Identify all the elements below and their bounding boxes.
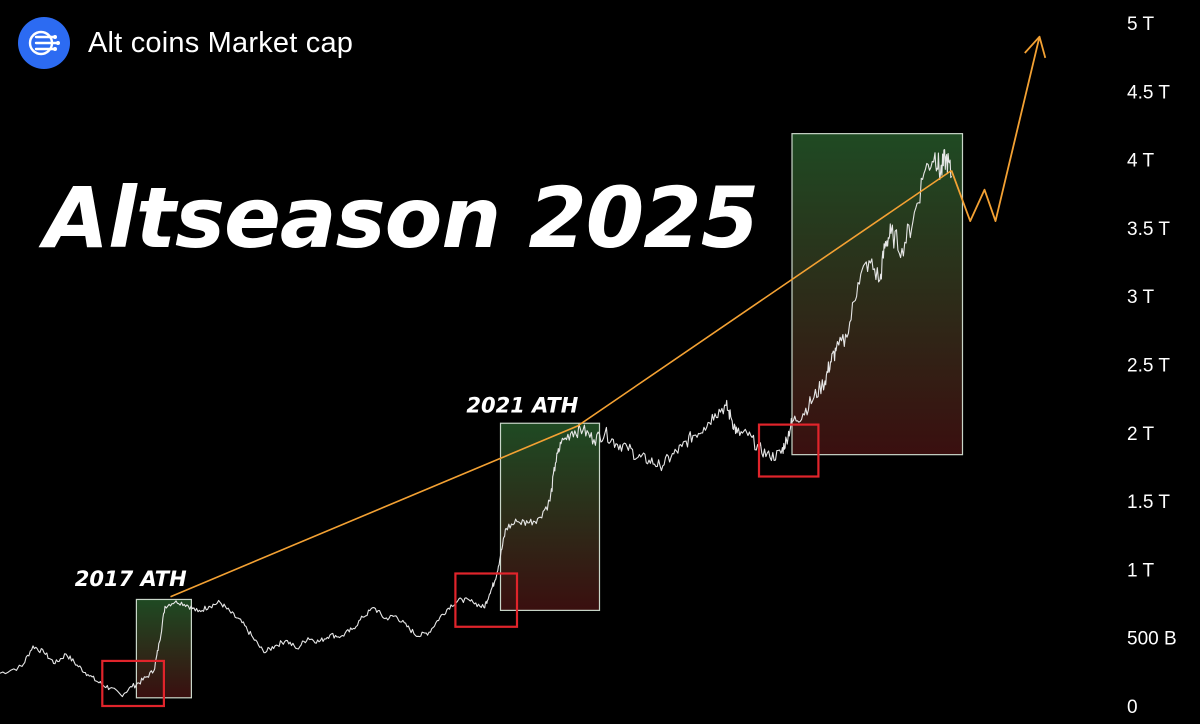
green-box-3 bbox=[791, 133, 964, 456]
projection-line bbox=[950, 36, 1041, 223]
series-line-1 bbox=[0, 149, 953, 698]
circuit-logo-icon[interactable] bbox=[18, 17, 70, 69]
y-tick-label: 2.5 T bbox=[1127, 356, 1170, 377]
red-box-2 bbox=[454, 572, 519, 628]
y-tick-label: 3.5 T bbox=[1127, 219, 1170, 240]
red-box-1 bbox=[101, 659, 166, 708]
annotation-2: 2021 ATH bbox=[466, 393, 578, 417]
projection-arrow-icon bbox=[1024, 35, 1047, 59]
trend-line bbox=[170, 169, 952, 598]
chart-title: Alt coins Market cap bbox=[88, 26, 354, 59]
headline: Altseason 2025 bbox=[44, 169, 759, 267]
y-tick-label: 0 bbox=[1127, 697, 1138, 718]
red-box-3 bbox=[757, 423, 820, 478]
y-tick-label: 4.5 T bbox=[1127, 82, 1170, 103]
y-tick-label: 1 T bbox=[1127, 560, 1155, 581]
annotation-1: 2017 ATH bbox=[75, 567, 187, 591]
y-tick-label: 5 T bbox=[1127, 14, 1155, 35]
y-tick-label: 1.5 T bbox=[1127, 492, 1170, 513]
y-tick-label: 500 B bbox=[1127, 629, 1177, 650]
y-tick-label: 2 T bbox=[1127, 424, 1155, 445]
y-tick-label: 4 T bbox=[1127, 151, 1155, 172]
chart-header: Alt coins Market cap bbox=[18, 17, 353, 69]
y-tick-label: 3 T bbox=[1127, 287, 1155, 308]
